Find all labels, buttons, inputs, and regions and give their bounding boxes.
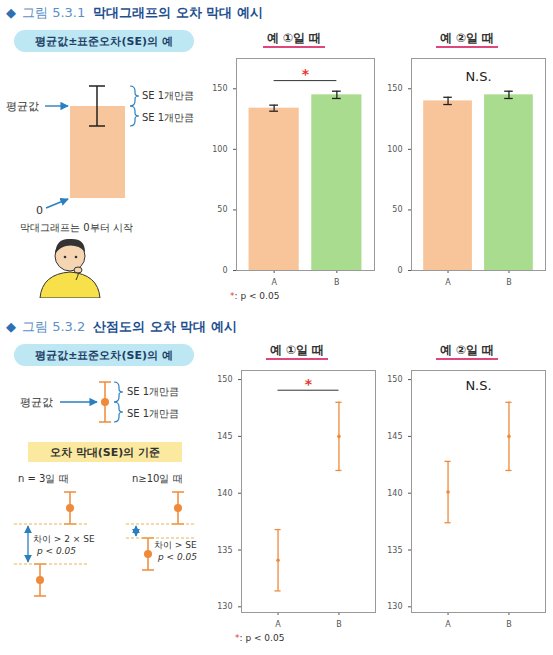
svg-text:n = 3일 때: n = 3일 때 [18,473,69,484]
svg-text:100: 100 [387,145,402,154]
html-text:막대그래프의 오차 막대 예시: 막대그래프의 오차 막대 예시 [93,5,263,20]
svg-text:*: * [305,376,313,392]
svg-text:0: 0 [222,266,227,275]
svg-text:평균값: 평균값 [6,100,39,113]
svg-text:50: 50 [392,205,402,214]
svg-text:0: 0 [36,204,43,217]
svg-text:150: 150 [387,375,402,384]
html-text:그림 5.3.1: 그림 5.3.1 [22,5,86,20]
svg-text:n≥10일 때: n≥10일 때 [132,473,183,484]
html-text:*: p < 0.05: *: p < 0.05 [235,633,285,643]
svg-text:p < 0.05: p < 0.05 [36,546,76,556]
svg-text:100: 100 [212,145,227,154]
svg-text:평균값±표준오차(SE)의 예: 평균값±표준오차(SE)의 예 [35,35,173,48]
svg-text:평균값±표준오차(SE)의 예: 평균값±표준오차(SE)의 예 [35,349,173,362]
svg-text:SE 1개만큼: SE 1개만큼 [142,90,194,101]
svg-text:B: B [506,278,512,287]
svg-text:140: 140 [217,489,232,498]
html-text:그림 5.3.2: 그림 5.3.2 [22,319,86,334]
svg-text:막대그래프는 0부터 시작: 막대그래프는 0부터 시작 [20,222,133,233]
svg-text:차이 > 2 × SE: 차이 > 2 × SE [33,534,95,544]
html-text:예 ①일 때: 예 ①일 때 [266,31,322,45]
svg-text:SE 1개만큼: SE 1개만큼 [127,408,179,419]
svg-text:A: A [275,620,281,629]
svg-text:평균값: 평균값 [20,396,53,409]
svg-text:145: 145 [387,432,402,441]
svg-text:150: 150 [217,375,232,384]
svg-text:*: * [302,66,310,82]
svg-text:150: 150 [387,84,402,93]
html-text:예 ①일 때: 예 ①일 때 [269,343,325,357]
svg-text:135: 135 [387,546,402,555]
svg-text:SE 1개만큼: SE 1개만큼 [142,112,194,123]
svg-text:B: B [336,620,342,629]
svg-text:140: 140 [387,489,402,498]
svg-text:130: 130 [217,602,232,611]
svg-text:145: 145 [217,432,232,441]
html-text:예 ②일 때: 예 ②일 때 [439,31,495,45]
svg-text:차이 > SE: 차이 > SE [154,540,197,550]
svg-text:N.S.: N.S. [465,69,491,84]
svg-text:0: 0 [397,266,402,275]
svg-text:오차 막대(SE)의 기준: 오차 막대(SE)의 기준 [50,446,160,459]
svg-text:130: 130 [387,602,402,611]
svg-text:B: B [334,278,340,287]
html-text:산점도의 오차 막대 예시: 산점도의 오차 막대 예시 [93,319,237,334]
svg-text:150: 150 [212,84,227,93]
svg-text:A: A [445,620,451,629]
html-text:*: p < 0.05: *: p < 0.05 [230,291,280,301]
svg-text:50: 50 [217,205,227,214]
svg-text:p < 0.05: p < 0.05 [157,552,197,562]
svg-text:A: A [271,278,277,287]
html-text:예 ②일 때: 예 ②일 때 [439,343,495,357]
svg-text:N.S.: N.S. [465,378,491,393]
svg-text:SE 1개만큼: SE 1개만큼 [127,386,179,397]
svg-text:A: A [445,278,451,287]
svg-text:135: 135 [217,546,232,555]
svg-text:B: B [506,620,512,629]
